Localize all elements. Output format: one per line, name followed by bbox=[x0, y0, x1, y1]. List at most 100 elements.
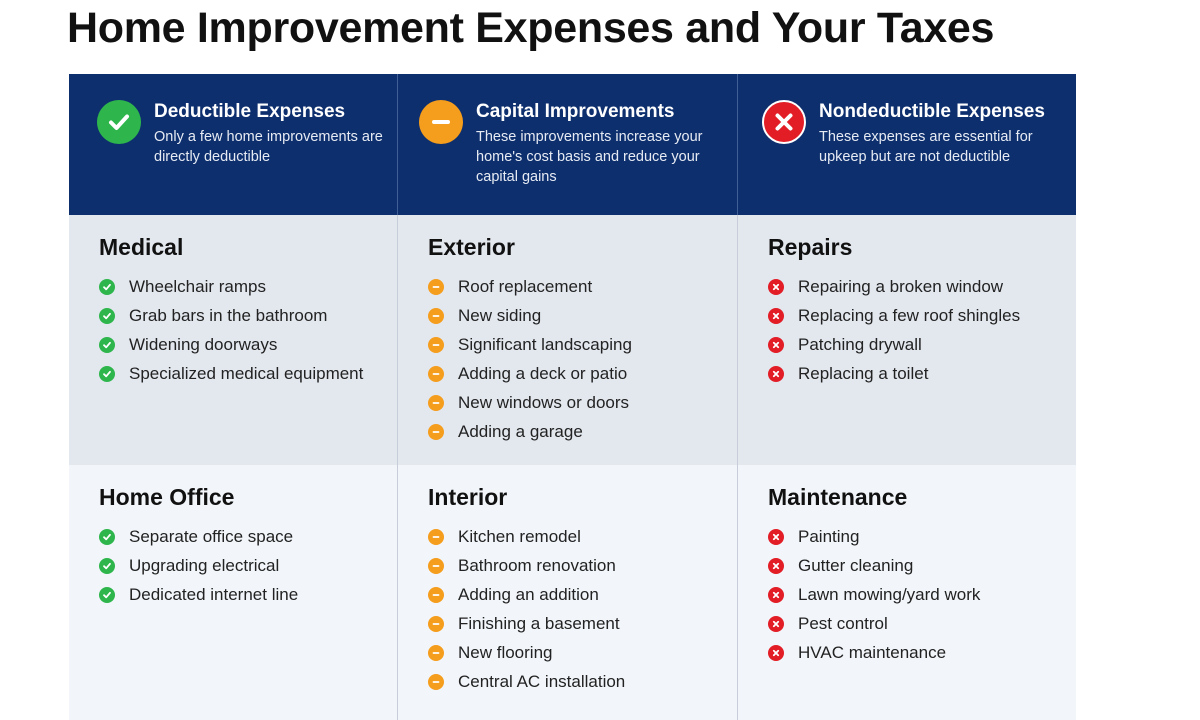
minus-icon bbox=[428, 557, 444, 574]
list-item-label: Grab bars in the bathroom bbox=[129, 305, 328, 325]
list-item-label: Central AC installation bbox=[458, 671, 626, 691]
item-list: Roof replacement New siding Significant la… bbox=[428, 272, 727, 446]
list-item-label: Specialized medical equipment bbox=[129, 363, 364, 383]
x-circle-icon bbox=[762, 100, 806, 144]
list-item: Finishing a basement bbox=[428, 609, 727, 638]
group-title: Repairs bbox=[768, 234, 853, 260]
column-description: These expenses are essential for upkeep … bbox=[819, 129, 1033, 165]
column-description: These improvements increase your home's … bbox=[476, 129, 703, 185]
item-list: Wheelchair ramps Grab bars in the bathroo… bbox=[99, 272, 387, 388]
minus-icon bbox=[428, 278, 444, 295]
group-medical: Medical Wheelchair ramps Grab bars in the… bbox=[69, 215, 398, 465]
check-icon bbox=[99, 307, 115, 324]
x-icon bbox=[768, 528, 784, 545]
list-item-label: Adding a garage bbox=[458, 421, 583, 441]
minus-icon bbox=[428, 394, 444, 411]
list-item-label: Significant landscaping bbox=[458, 334, 632, 354]
item-list: Separate office space Upgrading electrica… bbox=[99, 522, 387, 609]
list-item-label: Repairing a broken window bbox=[798, 276, 1004, 296]
check-icon bbox=[99, 365, 115, 382]
x-icon bbox=[768, 336, 784, 353]
header-nondeductible: Nondeductible Expenses These expenses ar… bbox=[738, 74, 1076, 215]
list-item-label: Finishing a basement bbox=[458, 613, 620, 633]
list-item: Central AC installation bbox=[428, 667, 727, 696]
column-description: Only a few home improvements are directl… bbox=[154, 129, 383, 165]
group-maintenance: Maintenance Painting Gutter cleaning Lawn … bbox=[738, 465, 1076, 720]
list-item: Roof replacement bbox=[428, 272, 727, 301]
list-item-label: Gutter cleaning bbox=[798, 555, 914, 575]
column-title: Nondeductible Expenses bbox=[819, 101, 1045, 122]
x-icon bbox=[768, 615, 784, 632]
list-item-label: Widening doorways bbox=[129, 334, 278, 354]
list-item: Replacing a few roof shingles bbox=[768, 301, 1066, 330]
list-item-label: Pest control bbox=[798, 613, 888, 633]
list-item-label: Kitchen remodel bbox=[458, 526, 581, 546]
item-list: Painting Gutter cleaning Lawn mowing/yard … bbox=[768, 522, 1066, 667]
list-item: Separate office space bbox=[99, 522, 387, 551]
list-item: HVAC maintenance bbox=[768, 638, 1066, 667]
list-item-label: Roof replacement bbox=[458, 276, 593, 296]
minus-icon bbox=[428, 615, 444, 632]
list-item: Repairing a broken window bbox=[768, 272, 1066, 301]
group-exterior: Exterior Roof replacement New siding Signi… bbox=[398, 215, 738, 465]
item-list: Repairing a broken window Replacing a few… bbox=[768, 272, 1066, 388]
group-repairs: Repairs Repairing a broken window Replaci… bbox=[738, 215, 1076, 465]
group-title: Exterior bbox=[428, 234, 515, 260]
list-item-label: New flooring bbox=[458, 642, 553, 662]
list-item-label: Bathroom renovation bbox=[458, 555, 616, 575]
minus-icon bbox=[428, 336, 444, 353]
minus-circle-icon bbox=[419, 100, 463, 144]
minus-icon bbox=[428, 423, 444, 440]
x-icon bbox=[768, 365, 784, 382]
group-title: Home Office bbox=[99, 484, 235, 510]
list-item: Widening doorways bbox=[99, 330, 387, 359]
list-item: New siding bbox=[428, 301, 727, 330]
list-item: New flooring bbox=[428, 638, 727, 667]
x-icon bbox=[768, 307, 784, 324]
group-home-office: Home Office Separate office space Upgradi… bbox=[69, 465, 398, 720]
list-item-label: Patching drywall bbox=[798, 334, 922, 354]
group-title: Interior bbox=[428, 484, 508, 510]
x-icon bbox=[768, 557, 784, 574]
check-icon bbox=[99, 528, 115, 545]
list-item: Lawn mowing/yard work bbox=[768, 580, 1066, 609]
check-icon bbox=[99, 586, 115, 603]
list-item-label: Upgrading electrical bbox=[129, 555, 280, 575]
list-item-label: Painting bbox=[798, 526, 860, 546]
column-title: Capital Improvements bbox=[476, 101, 675, 122]
list-item-label: New windows or doors bbox=[458, 392, 630, 412]
list-item: New windows or doors bbox=[428, 388, 727, 417]
list-item-label: Adding a deck or patio bbox=[458, 363, 628, 383]
group-title: Medical bbox=[99, 234, 184, 260]
list-item-label: HVAC maintenance bbox=[798, 642, 947, 662]
list-item: Replacing a toilet bbox=[768, 359, 1066, 388]
page-title: Home Improvement Expenses and Your Taxes bbox=[67, 4, 995, 52]
list-item-label: Wheelchair ramps bbox=[129, 276, 266, 296]
list-item: Patching drywall bbox=[768, 330, 1066, 359]
header-deductible: Deductible Expenses Only a few home impr… bbox=[69, 74, 398, 215]
list-item: Adding a deck or patio bbox=[428, 359, 727, 388]
list-item: Upgrading electrical bbox=[99, 551, 387, 580]
group-title: Maintenance bbox=[768, 484, 908, 510]
minus-icon bbox=[428, 644, 444, 661]
list-item: Significant landscaping bbox=[428, 330, 727, 359]
check-icon bbox=[99, 278, 115, 295]
list-item-label: Adding an addition bbox=[458, 584, 599, 604]
item-list: Kitchen remodel Bathroom renovation Adding… bbox=[428, 522, 727, 696]
list-item: Painting bbox=[768, 522, 1066, 551]
check-icon bbox=[99, 557, 115, 574]
list-item-label: Dedicated internet line bbox=[129, 584, 299, 604]
minus-icon bbox=[428, 673, 444, 690]
header-capital: Capital Improvements These improvements … bbox=[398, 74, 738, 215]
list-item: Dedicated internet line bbox=[99, 580, 387, 609]
list-item: Kitchen remodel bbox=[428, 522, 727, 551]
list-item-label: Replacing a toilet bbox=[798, 363, 929, 383]
group-interior: Interior Kitchen remodel Bathroom renovat… bbox=[398, 465, 738, 720]
x-icon bbox=[768, 644, 784, 661]
list-item-label: New siding bbox=[458, 305, 542, 325]
list-item: Specialized medical equipment bbox=[99, 359, 387, 388]
check-icon bbox=[99, 336, 115, 353]
column-title: Deductible Expenses bbox=[154, 101, 346, 122]
expense-table: Deductible Expenses Only a few home impr… bbox=[69, 74, 1076, 720]
list-item: Pest control bbox=[768, 609, 1066, 638]
